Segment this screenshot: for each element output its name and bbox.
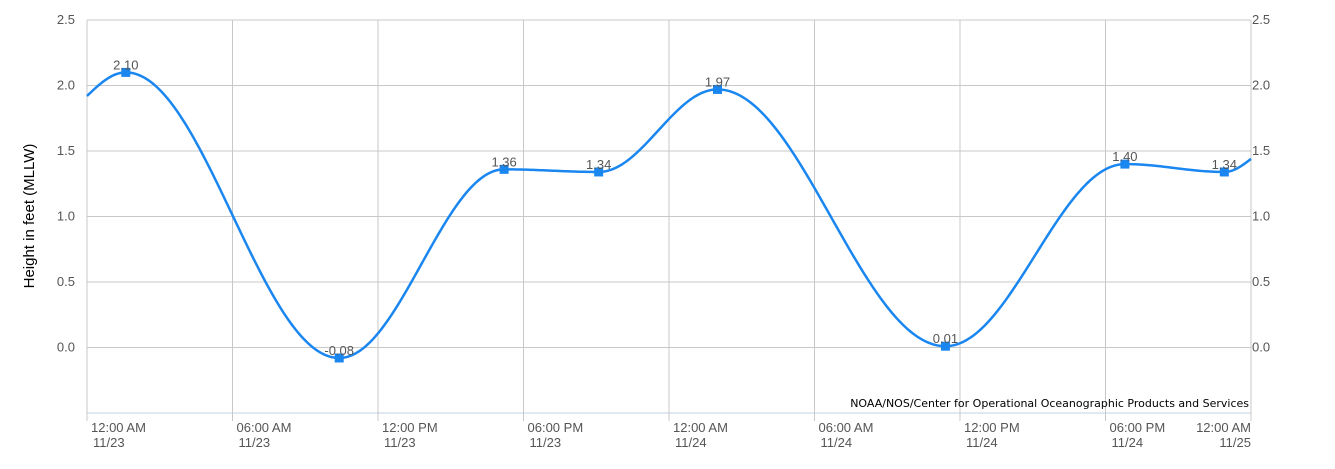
data-label: 1.34 bbox=[586, 157, 611, 172]
data-label: 2.10 bbox=[113, 57, 138, 72]
y-tick-label-right: 0.0 bbox=[1252, 340, 1270, 355]
x-tick-date: 11/24 bbox=[966, 435, 998, 450]
data-label: 1.40 bbox=[1112, 149, 1137, 164]
series-line bbox=[86, 71, 1252, 360]
y-tick-label: 0.5 bbox=[57, 274, 75, 289]
data-label: -0.08 bbox=[324, 343, 354, 358]
y-tick-label-right: 1.5 bbox=[1252, 143, 1270, 158]
y-tick-label-right: 1.0 bbox=[1252, 209, 1270, 224]
x-tick-time: 06:00 PM bbox=[1110, 420, 1166, 435]
x-tick-time: 12:00 AM bbox=[91, 420, 146, 435]
y-tick-label: 1.0 bbox=[57, 209, 75, 224]
x-tick-date: 11/23 bbox=[93, 435, 125, 450]
y-tick-label-right: 0.5 bbox=[1252, 274, 1270, 289]
x-tick-date: 11/23 bbox=[530, 435, 562, 450]
x-tick-date: 11/23 bbox=[239, 435, 271, 450]
x-tick-time: 12:00 PM bbox=[382, 420, 438, 435]
data-label: 1.36 bbox=[491, 154, 516, 169]
data-point bbox=[121, 67, 131, 77]
data-point bbox=[940, 341, 950, 351]
data-point bbox=[594, 167, 604, 177]
grid-lines bbox=[86, 19, 1252, 421]
data-labels: 2.10 -0.08 1.36 1.34 1.97 0.01 1.40 1.34 bbox=[113, 57, 1237, 358]
credit-text: NOAA/NOS/Center for Operational Oceanogr… bbox=[850, 397, 1249, 410]
data-point bbox=[334, 353, 344, 363]
y-tick-label: 2.5 bbox=[57, 12, 75, 27]
y-axis-left: 2.5 2.0 1.5 1.0 0.5 0.0 bbox=[57, 12, 75, 355]
data-point bbox=[499, 164, 509, 174]
y-tick-label: 1.5 bbox=[57, 143, 75, 158]
x-tick-date: 11/23 bbox=[384, 435, 416, 450]
x-tick-date: 11/24 bbox=[821, 435, 853, 450]
data-label: 1.97 bbox=[705, 74, 730, 89]
data-label: 0.01 bbox=[933, 331, 958, 346]
y-axis-right: 2.5 2.0 1.5 1.0 0.5 0.0 bbox=[1252, 12, 1270, 355]
data-point bbox=[713, 84, 722, 94]
y-tick-label-right: 2.0 bbox=[1252, 78, 1270, 93]
y-axis-label: Height in feet (MLLW) bbox=[21, 144, 38, 289]
data-point bbox=[1120, 159, 1130, 169]
y-tick-label-right: 2.5 bbox=[1252, 12, 1270, 27]
data-label: 1.34 bbox=[1212, 157, 1237, 172]
x-tick-time: 12:00 AM bbox=[1196, 420, 1251, 435]
y-tick-label: 2.0 bbox=[57, 78, 75, 93]
x-tick-date: 11/25 bbox=[1219, 435, 1251, 450]
data-point bbox=[1219, 167, 1229, 177]
series-tide-height bbox=[86, 71, 1252, 360]
x-tick-date: 11/24 bbox=[1112, 435, 1144, 450]
x-tick-time: 12:00 AM bbox=[673, 420, 728, 435]
x-tick-date: 11/24 bbox=[675, 435, 707, 450]
x-tick-time: 12:00 PM bbox=[964, 420, 1020, 435]
data-markers bbox=[121, 67, 1229, 363]
y-tick-label: 0.0 bbox=[57, 340, 75, 355]
x-tick-time: 06:00 AM bbox=[237, 420, 292, 435]
x-tick-time: 06:00 PM bbox=[528, 420, 584, 435]
x-tick-time: 06:00 AM bbox=[819, 420, 874, 435]
